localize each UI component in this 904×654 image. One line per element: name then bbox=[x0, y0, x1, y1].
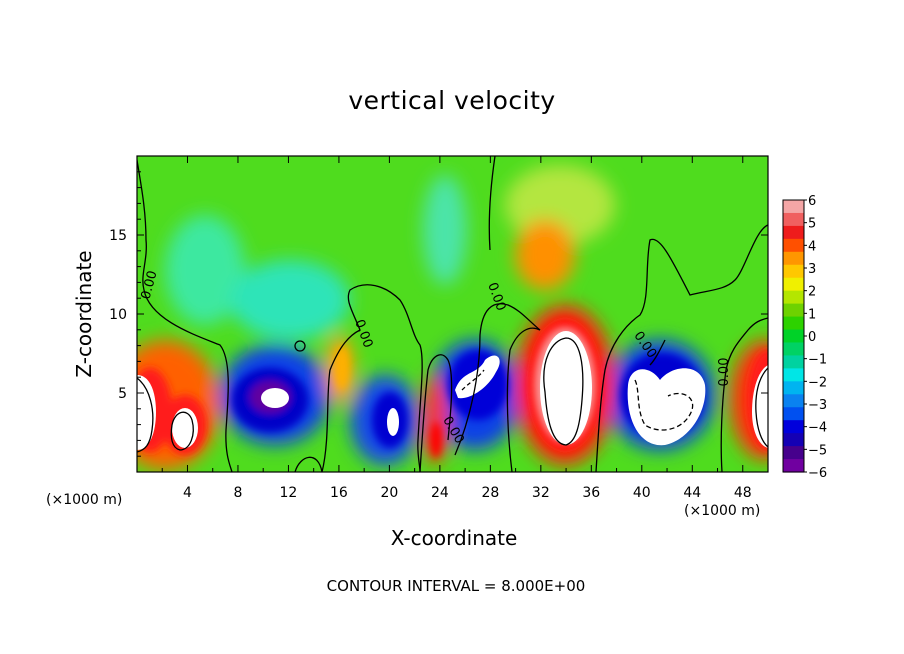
contour-zero-10 bbox=[649, 339, 666, 366]
colorbar bbox=[782, 199, 807, 473]
field-cyan-mid bbox=[230, 260, 350, 340]
plot-area: 0.000.000.000.000.000.00 bbox=[137, 156, 768, 472]
colorbar-segment bbox=[783, 316, 804, 331]
y-tick-label: 5 bbox=[118, 386, 127, 402]
core-red-24 bbox=[430, 422, 442, 458]
x-axis-unit-left: (×1000 m) bbox=[46, 492, 123, 508]
contour-label: 0.00 bbox=[139, 269, 161, 301]
contours bbox=[137, 156, 768, 472]
contour-zero-4 bbox=[419, 354, 453, 472]
x-tick-label: 40 bbox=[633, 485, 651, 501]
colorbar-segment bbox=[783, 407, 804, 421]
colorbar-segment bbox=[783, 251, 804, 266]
contour-zero-7 bbox=[506, 327, 541, 472]
x-tick-label: 28 bbox=[481, 485, 499, 501]
x-tick-label: 12 bbox=[280, 485, 298, 501]
colorbar-tick-label: 1 bbox=[808, 307, 816, 322]
colorbar-segment bbox=[783, 394, 804, 408]
y-tick-labels: 5 10 15 bbox=[109, 228, 127, 402]
x-axis-unit-right: (×1000 m) bbox=[684, 503, 761, 519]
colorbar-tick-label: 2 bbox=[808, 285, 816, 300]
colorbar-segment bbox=[783, 368, 804, 382]
colorbar-tick-label: 3 bbox=[808, 262, 816, 277]
y-axis-ticks bbox=[137, 171, 768, 457]
field-orange-34-upper bbox=[515, 220, 575, 290]
colorbar-segment bbox=[783, 433, 804, 447]
colorbar-segment bbox=[783, 381, 804, 395]
colorbar-tick-label: 5 bbox=[808, 217, 816, 232]
contour-label: 0.00 bbox=[717, 358, 732, 387]
x-tick-label: 44 bbox=[683, 485, 701, 501]
chart-title: vertical velocity bbox=[348, 86, 556, 115]
colorbar-segment bbox=[783, 290, 804, 305]
contour-zero-9 bbox=[720, 317, 768, 472]
white-x10 bbox=[261, 388, 289, 408]
contour-interval-note: CONTOUR INTERVAL = 8.000E+00 bbox=[326, 577, 586, 595]
contour-x41-dashed bbox=[634, 379, 694, 431]
colorbar-segment bbox=[783, 329, 804, 344]
colorbar-segment bbox=[783, 446, 804, 460]
colorbar-tick-label: −6 bbox=[808, 466, 827, 481]
colorbar-tick-label: −5 bbox=[808, 443, 827, 458]
contour-small-ring bbox=[294, 340, 306, 352]
white-x34 bbox=[540, 331, 592, 445]
core-orange-16 bbox=[335, 346, 349, 390]
colorbar-tick-labels: 6 5 4 3 2 1 0 −1 −2 −3 −4 −5 −6 bbox=[808, 194, 827, 481]
y-tick-label: 10 bbox=[109, 307, 127, 323]
colorbar-tick-label: 6 bbox=[808, 194, 816, 209]
contour-x27-dashed bbox=[461, 369, 485, 391]
x-tick-label: 16 bbox=[330, 485, 348, 501]
x-tick-label: 4 bbox=[183, 485, 192, 501]
colorbar-tick-label: −2 bbox=[808, 375, 827, 390]
contour-zero-1 bbox=[137, 159, 233, 472]
contour-zero-6 bbox=[488, 156, 496, 251]
x-tick-label: 36 bbox=[582, 485, 600, 501]
contour-zero-5 bbox=[454, 303, 541, 456]
y-tick-label: 15 bbox=[109, 228, 127, 244]
colorbar-segment bbox=[783, 277, 804, 292]
colorbar-segment bbox=[783, 342, 804, 357]
colorbar-segment bbox=[783, 200, 804, 214]
colorbar-segment bbox=[783, 212, 804, 227]
contour-zero-8 bbox=[595, 224, 768, 472]
contour-left-core bbox=[137, 377, 154, 453]
colorbar-segment bbox=[783, 420, 804, 434]
contour-left-core-b bbox=[170, 411, 194, 451]
white-right bbox=[752, 365, 768, 448]
contour-x34-core bbox=[543, 337, 584, 446]
colorbar-segment bbox=[783, 303, 804, 318]
contour-zero-2 bbox=[294, 456, 323, 472]
x-tick-label: 24 bbox=[431, 485, 449, 501]
colorbar-segment bbox=[783, 238, 804, 253]
x-tick-label: 20 bbox=[380, 485, 398, 501]
colorbar-segment bbox=[783, 264, 804, 279]
colorbar-segment bbox=[783, 225, 804, 240]
x-axis-label: X-coordinate bbox=[390, 526, 518, 550]
contour-zero-3 bbox=[321, 284, 423, 472]
contour-right-core bbox=[755, 367, 768, 448]
field-cyan-upper-right bbox=[423, 175, 467, 285]
colorbar-tick-label: −4 bbox=[808, 421, 827, 436]
x-tick-label: 32 bbox=[532, 485, 550, 501]
colorbar-tick-label: 4 bbox=[808, 239, 816, 254]
white-left-b bbox=[172, 408, 198, 448]
colorbar-segment bbox=[783, 459, 804, 473]
x-tick-labels: 4 8 12 16 20 24 28 32 36 40 44 48 bbox=[183, 485, 752, 501]
x-tick-label: 8 bbox=[233, 485, 242, 501]
colorbar-segment bbox=[783, 355, 804, 369]
colorbar-tick-label: −3 bbox=[808, 398, 827, 413]
white-x20 bbox=[387, 408, 399, 436]
colorbar-tick-label: −1 bbox=[808, 353, 827, 368]
x-axis-ticks bbox=[161, 156, 744, 472]
field-cyan-upper bbox=[165, 215, 245, 325]
colorbar-tick-label: 0 bbox=[808, 330, 816, 345]
x-tick-label: 48 bbox=[734, 485, 752, 501]
